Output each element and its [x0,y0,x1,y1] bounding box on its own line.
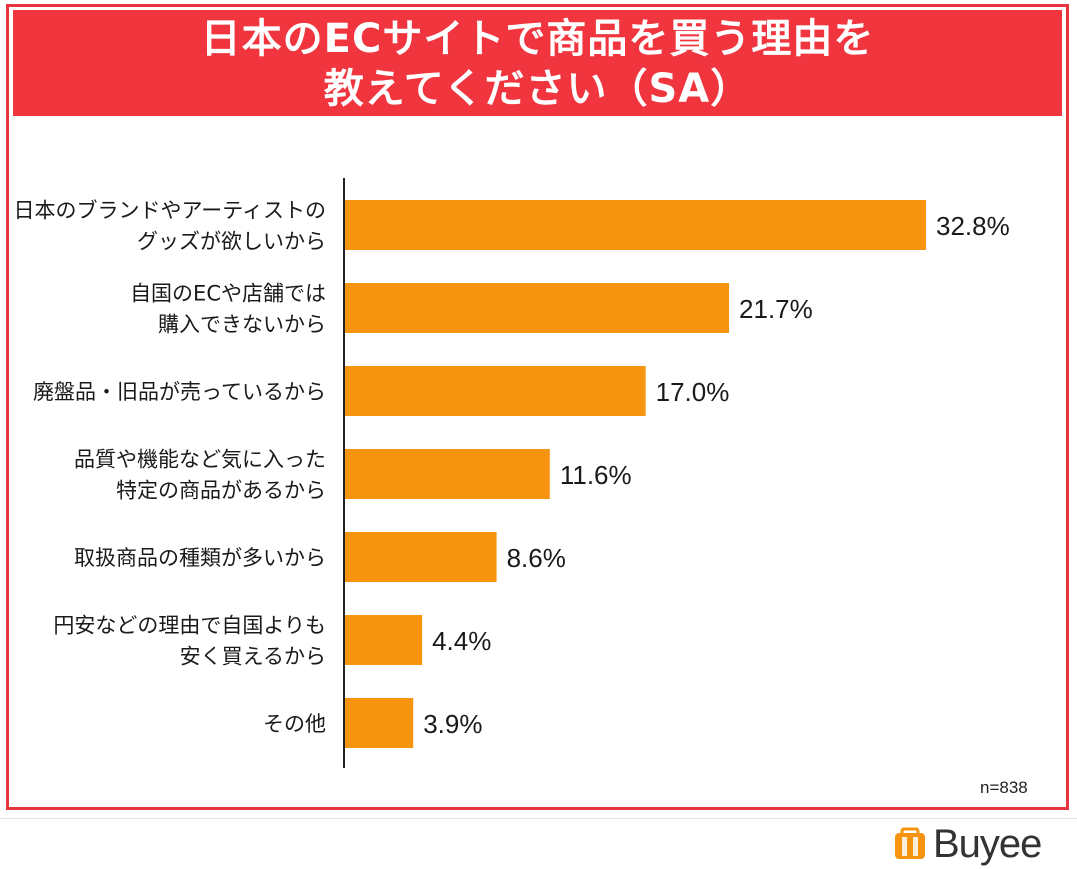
category-label-5-line-1: 取扱商品の種類が多いから [74,546,326,570]
buyee-logo-icon [895,827,925,859]
value-label-3: 17.0% [656,377,730,407]
category-label-3-line-1: 廃盤品・旧品が売っているから [33,380,326,404]
chart-title-line1: 日本のECサイトで商品を買う理由を [200,16,875,62]
bar-2 [344,283,730,333]
category-label-2-line-2: 購入できないから [158,313,326,337]
category-label-1-line-1: 日本のブランドやアーティストの [14,199,326,223]
buyee-logo: Buyee [893,822,1063,866]
category-label-6-line-2: 安く買えるから [180,645,326,669]
chart-title-line2: 教えてください（SA） [323,66,752,112]
category-label-2-line-1: 自国のECや店舗では [130,282,326,306]
title-banner: 日本のECサイトで商品を買う理由を 教えてください（SA） [13,10,1062,116]
bar-5 [344,532,497,582]
value-label-1: 32.8% [936,211,1010,241]
bar-3 [344,366,646,416]
sample-size-note: n=838 [980,778,1028,797]
value-label-4: 11.6% [560,460,632,490]
category-label-1-line-2: グッズが欲しいから [137,230,326,254]
bar-6 [344,615,423,665]
bar-7 [344,698,414,748]
category-label-7-line-1: その他 [263,712,326,736]
category-label-4-line-2: 特定の商品があるから [116,479,326,503]
category-label-4-line-1: 品質や機能など気に入った [74,448,326,472]
value-label-6: 4.4% [432,626,491,656]
footer-divider [0,818,1077,819]
bar-4 [344,449,550,499]
brand-name: Buyee [933,821,1042,866]
category-label-6-line-1: 円安などの理由で自国よりも [53,614,326,638]
value-label-2: 21.7% [739,294,813,324]
bar-1 [344,200,926,250]
chart-frame: 日本のECサイトで商品を買う理由を 教えてください（SA） [6,4,1069,810]
value-label-7: 3.9% [423,709,482,739]
value-label-5: 8.6% [507,543,566,573]
